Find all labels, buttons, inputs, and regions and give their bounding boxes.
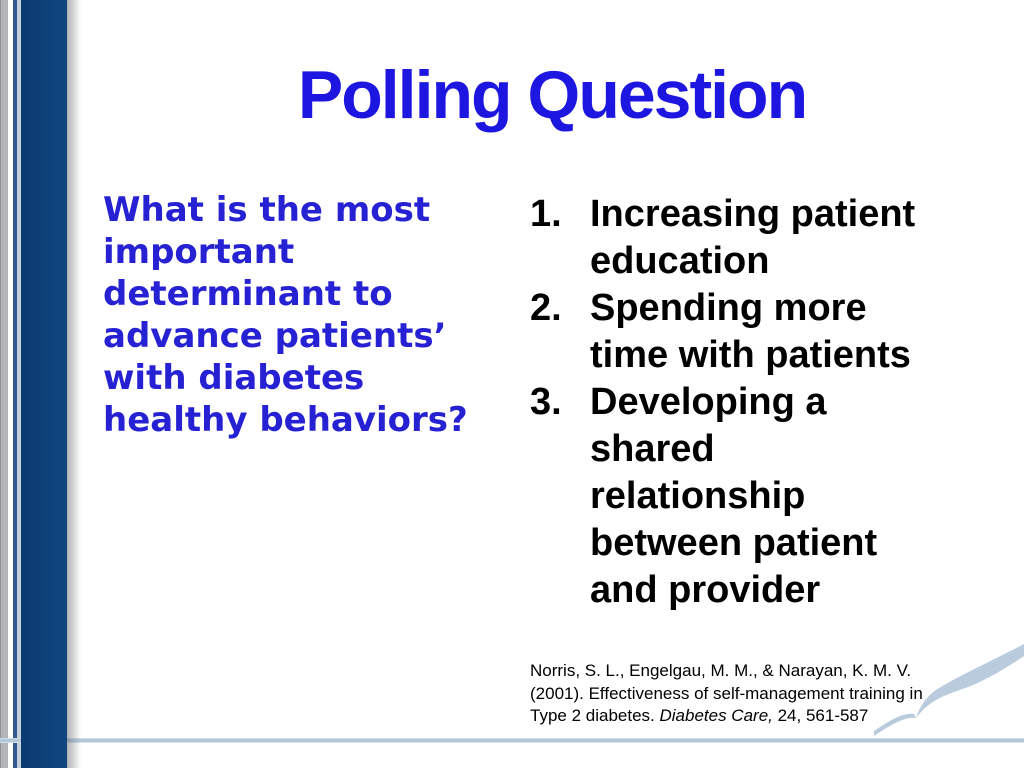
left-bar-shadow: [67, 0, 81, 768]
list-item-text: Developing a shared relationship between…: [590, 381, 878, 611]
left-thin-navy-stripe: [13, 0, 17, 768]
list-item: 2. Spending more time with patients: [530, 285, 950, 379]
citation-line: (2001). Effectiveness of self-management…: [530, 683, 923, 703]
citation: Norris, S. L., Engelgau, M. M., & Naraya…: [530, 660, 970, 728]
list-item: 3. Developing a shared relationship betw…: [530, 379, 950, 614]
swoosh-tail-curve: [874, 713, 916, 736]
list-item-number: 3.: [530, 381, 562, 423]
list-item-text: Spending more time with patients: [590, 287, 911, 376]
list-item-number: 1.: [530, 193, 562, 235]
list-item-text: Increasing patient education: [590, 193, 916, 282]
citation-segment: 24, 561-587: [772, 706, 869, 725]
question-text: What is the most important determinant t…: [103, 190, 468, 440]
list-item-number: 2.: [530, 287, 562, 329]
citation-segment: Type 2 diabetes.: [530, 706, 660, 725]
left-light-gap: [17, 0, 21, 768]
bottom-rule: [0, 738, 1024, 743]
left-navy-bar: [21, 0, 67, 768]
answer-options-list: 1. Increasing patient education 2. Spend…: [530, 191, 950, 614]
left-gray-strip: [0, 0, 8, 768]
swoosh-logo-icon: [874, 644, 1024, 736]
slide-title: Polling Question: [297, 57, 808, 133]
swoosh-main-curve: [916, 644, 1024, 718]
citation-journal-name: Diabetes Care,: [659, 706, 773, 725]
citation-line: Norris, S. L., Engelgau, M. M., & Naraya…: [530, 661, 912, 680]
list-item: 1. Increasing patient education: [530, 191, 950, 285]
citation-line: Type 2 diabetes. Diabetes Care, 24, 561-…: [530, 705, 970, 728]
